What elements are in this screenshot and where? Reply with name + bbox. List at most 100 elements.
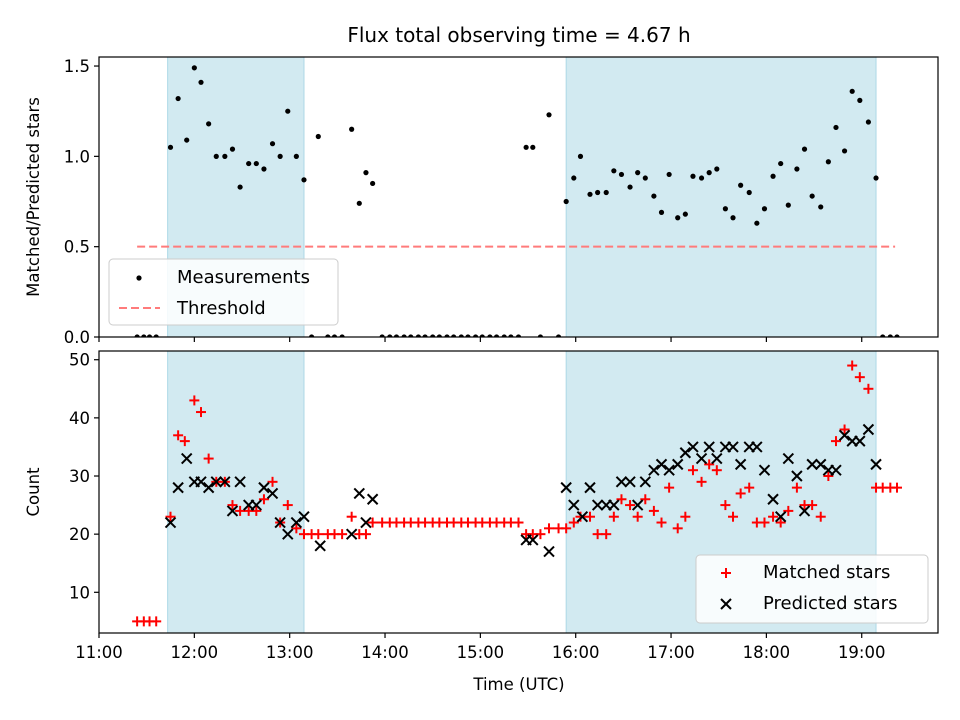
x-stroke-2 <box>806 458 818 471</box>
x-stroke-2 <box>195 476 207 488</box>
y-tick-label: 0.5 <box>64 238 90 257</box>
matched-star-point <box>815 511 826 522</box>
plot-layers: 0.0 0.5 1.0 1.5 Measurements Threshold 10 20 30 4… <box>64 56 939 662</box>
x-stroke-2 <box>560 481 572 494</box>
measurement-point <box>563 198 569 205</box>
matched-star-point <box>791 482 802 493</box>
x-stroke-2 <box>274 516 286 529</box>
measurement-point <box>738 182 744 188</box>
matched-star-point <box>672 523 683 534</box>
bottom-panel-y-label: Count <box>24 467 43 517</box>
matched-star-point <box>189 395 200 406</box>
x-stroke-2 <box>751 441 763 453</box>
measurement-point <box>595 189 601 196</box>
x-stroke-2 <box>767 493 779 505</box>
x-stroke-2 <box>576 511 589 523</box>
x-stroke-2 <box>345 528 358 540</box>
x-tick-label: 12:00 <box>171 643 219 662</box>
y-tick-label: 1.0 <box>64 147 90 166</box>
measurement-point <box>309 334 315 337</box>
shaded-interval <box>167 350 305 634</box>
predicted-star-point <box>631 499 644 511</box>
measurement-point <box>873 175 879 181</box>
measurement-point <box>198 79 204 85</box>
measurement-point <box>184 137 190 143</box>
top-panel-y-label: Matched/Predicted stars <box>24 97 43 297</box>
predicted-star-point <box>711 452 723 465</box>
x-stroke-2 <box>568 499 580 511</box>
measurement-point <box>191 65 197 71</box>
measurement-point <box>206 121 212 127</box>
x-stroke-2 <box>360 516 372 529</box>
measurement-point <box>690 173 696 179</box>
predicted-star-point <box>791 470 803 482</box>
measurement-point <box>261 166 267 172</box>
predicted-star-point <box>576 511 589 523</box>
y-tick-label: 10 <box>69 583 90 602</box>
matched-star-point <box>664 482 675 493</box>
y-tick-label: 50 <box>69 351 90 370</box>
x-stroke-2 <box>734 458 747 471</box>
x-stroke-2 <box>727 441 739 453</box>
measurement-point <box>444 334 450 337</box>
matched-star-point <box>585 511 596 522</box>
x-stroke-2 <box>672 458 684 471</box>
measurement-point <box>887 334 893 337</box>
x-stroke-2 <box>838 429 851 442</box>
measurement-point <box>229 146 236 152</box>
predicted-star-point <box>266 487 279 500</box>
measurement-point <box>754 220 760 226</box>
measurement-point <box>167 144 174 150</box>
predicted-star-point <box>234 476 246 488</box>
measurement-point <box>722 206 728 212</box>
measurement-point <box>698 175 705 181</box>
measurement-point <box>818 204 824 210</box>
x-stroke-2 <box>210 476 222 488</box>
x-stroke-2 <box>639 476 652 488</box>
x-stroke-2 <box>226 505 239 517</box>
matched-star-point <box>227 500 238 511</box>
predicted-star-point <box>695 452 708 465</box>
legend-bottom: Matched stars Predicted stars <box>695 554 929 624</box>
predicted-star-point <box>815 458 827 471</box>
x-stroke-2 <box>181 452 193 465</box>
measurement-point <box>651 193 657 199</box>
x-stroke-2 <box>298 511 310 523</box>
matched-star-point <box>151 616 162 627</box>
legend-predicted-marker-2 <box>720 598 732 610</box>
x-stroke-2 <box>258 481 270 494</box>
matched-star-point <box>367 517 378 528</box>
measurement-point <box>458 334 464 337</box>
measurement-point <box>408 334 414 337</box>
measurement-point <box>761 206 768 212</box>
measurement-point <box>706 170 712 176</box>
matched-star-point <box>830 436 841 447</box>
y-tick-label: 1.5 <box>64 57 90 76</box>
matched-star-point <box>561 523 572 534</box>
x-stroke-2 <box>266 487 279 500</box>
predicted-star-point <box>219 476 231 488</box>
measurement-point <box>746 189 752 196</box>
predicted-star-point <box>672 458 684 471</box>
measurement-point <box>315 133 321 140</box>
matched-star-point <box>616 494 627 505</box>
predicted-star-point <box>639 476 652 488</box>
measurement-point <box>387 334 393 337</box>
measurement-point <box>508 334 514 337</box>
measurement-point <box>658 209 665 215</box>
x-stroke-2 <box>608 499 620 511</box>
measurement-point <box>479 334 485 337</box>
matched-star-point <box>196 407 207 418</box>
measurement-point <box>277 153 283 159</box>
x-stroke-2 <box>663 464 675 476</box>
matched-star-point <box>656 517 667 528</box>
measurement-point <box>666 171 672 178</box>
matched-star-point <box>632 511 643 522</box>
matched-star-point <box>687 465 698 476</box>
predicted-star-point <box>226 505 239 517</box>
predicted-star-point <box>782 452 795 465</box>
matched-star-point <box>179 436 190 447</box>
measurement-point <box>422 334 428 337</box>
measurement-point <box>849 88 855 94</box>
